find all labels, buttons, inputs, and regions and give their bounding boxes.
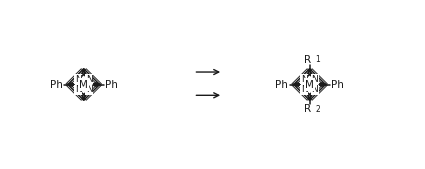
Text: R: R [304,55,311,65]
Text: M: M [305,79,314,90]
Text: N: N [301,75,308,84]
Text: N: N [312,75,318,84]
Text: R: R [304,104,311,114]
Text: 2: 2 [315,105,320,114]
Text: N: N [86,85,92,94]
Text: Ph: Ph [331,79,344,90]
Text: N: N [75,85,82,94]
Text: N: N [312,85,318,94]
Text: M: M [79,79,88,90]
Text: N: N [86,75,92,84]
Text: N: N [75,75,82,84]
Text: 1: 1 [315,55,320,64]
Text: Ph: Ph [105,79,118,90]
Text: N: N [301,85,308,94]
Text: Ph: Ph [50,79,62,90]
Text: Ph: Ph [275,79,288,90]
